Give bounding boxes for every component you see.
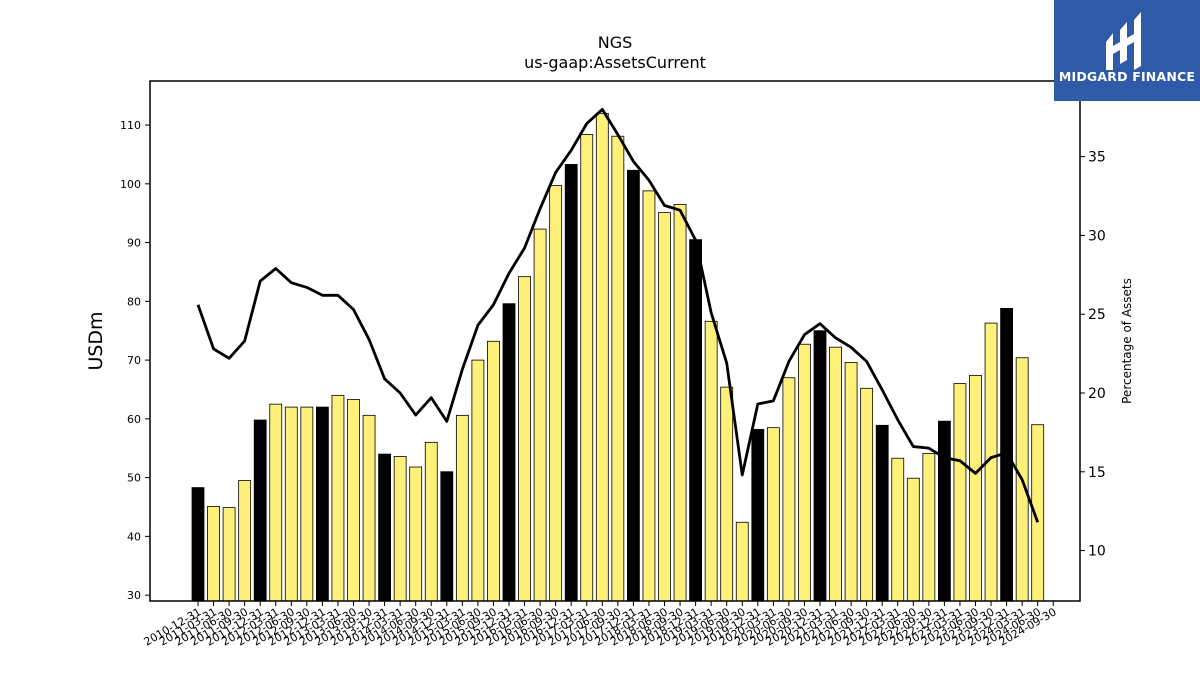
bar-2022-09-30 [922, 453, 936, 602]
bar-2017-06-30 [595, 112, 609, 602]
y-axis-ticks: 30 40 50 60 70 80 90 100 110 [120, 119, 150, 602]
bar-2022-03-31 [891, 457, 905, 602]
chart-title: NGS [598, 33, 633, 52]
y2-tick-label: 20 [1088, 386, 1106, 402]
bar-2018-06-30 [658, 212, 671, 602]
x-axis-ticks: 2010-12-312011-03-312011-06-302011-09-30… [142, 601, 1059, 649]
bar-2018-12-31 [689, 239, 702, 602]
bar-2013-03-31 [331, 394, 345, 602]
bar-2019-03-31 [704, 320, 718, 602]
bar-2019-09-30 [735, 521, 749, 602]
chart-subtitle: us-gaap:AssetsCurrent [524, 53, 706, 72]
y-tick-label: 110 [120, 119, 141, 132]
bar-2023-03-31 [953, 383, 967, 602]
bar-2013-09-30 [362, 414, 376, 602]
y-tick-label: 70 [127, 354, 141, 367]
bar-2012-06-30 [284, 406, 298, 602]
bar-2015-12-31 [502, 303, 516, 602]
y2-tick-label: 10 [1088, 544, 1106, 560]
bar-2015-09-30 [487, 340, 500, 602]
bar-2012-03-31 [269, 403, 283, 602]
y-tick-label: 60 [127, 413, 141, 426]
bar-2021-06-30 [844, 362, 858, 602]
percentage-line [196, 107, 1040, 523]
bar-2021-09-30 [860, 387, 874, 602]
bar-2011-09-30 [238, 480, 252, 602]
bar-2021-12-31 [875, 424, 889, 602]
bar-2014-12-31 [440, 471, 454, 602]
bar-2013-12-31 [378, 453, 392, 602]
bar-2016-03-31 [518, 276, 531, 602]
y-tick-label: 90 [127, 237, 141, 250]
bar-2014-09-30 [424, 441, 438, 602]
logo-mark-icon [1106, 12, 1141, 70]
y2-axis-label: Percentage of Assets [1120, 278, 1134, 404]
y2-tick-label: 15 [1088, 465, 1106, 481]
bar-2017-03-31 [580, 134, 594, 602]
bar-2021-03-31 [829, 346, 842, 602]
bar-series [191, 112, 1045, 602]
bar-2014-06-30 [409, 466, 423, 602]
bar-2014-03-31 [393, 456, 407, 602]
y2-axis-ticks: 10 15 20 25 30 35 [1080, 150, 1106, 560]
y-tick-label: 50 [127, 472, 141, 485]
bar-2010-12-31 [191, 487, 205, 602]
y2-tick-label: 25 [1088, 307, 1106, 323]
bar-2018-03-31 [642, 190, 656, 602]
line-series [196, 107, 1040, 523]
bar-2011-06-30 [222, 507, 236, 602]
bar-2016-06-30 [533, 228, 547, 602]
bar-2017-09-30 [611, 135, 625, 602]
bar-2015-06-30 [471, 359, 485, 602]
y-tick-label: 30 [127, 589, 141, 602]
y2-tick-label: 35 [1088, 150, 1106, 166]
bar-2013-06-30 [347, 399, 360, 602]
bar-2012-12-31 [315, 406, 329, 602]
bar-2015-03-31 [455, 414, 469, 602]
y-axis-label: USDm [85, 311, 107, 370]
bar-2023-06-30 [969, 374, 982, 602]
bar-2011-12-31 [253, 419, 267, 602]
bar-2019-06-30 [720, 386, 734, 602]
bar-2018-09-30 [673, 203, 687, 602]
bar-2019-12-31 [751, 429, 765, 602]
bar-2020-09-30 [798, 343, 811, 602]
logo-text: MIDGARD FINANCE [1058, 69, 1196, 84]
bar-2020-12-31 [813, 330, 827, 602]
bar-2022-06-30 [906, 477, 920, 602]
y2-tick-label: 30 [1088, 228, 1106, 244]
bar-2022-12-31 [938, 420, 951, 602]
bar-2020-06-30 [782, 377, 796, 602]
y-tick-label: 100 [120, 178, 141, 191]
brand-logo: MIDGARD FINANCE [1054, 0, 1200, 101]
bar-2016-09-30 [549, 185, 563, 602]
y-tick-label: 40 [127, 530, 141, 543]
y-tick-label: 80 [127, 295, 141, 308]
bar-2016-12-31 [564, 164, 578, 602]
bar-2012-09-30 [300, 406, 314, 602]
bar-2011-03-31 [207, 505, 220, 602]
bar-2017-12-31 [627, 169, 640, 602]
plot-frame [149, 80, 1081, 602]
bar-2020-03-31 [766, 427, 780, 602]
